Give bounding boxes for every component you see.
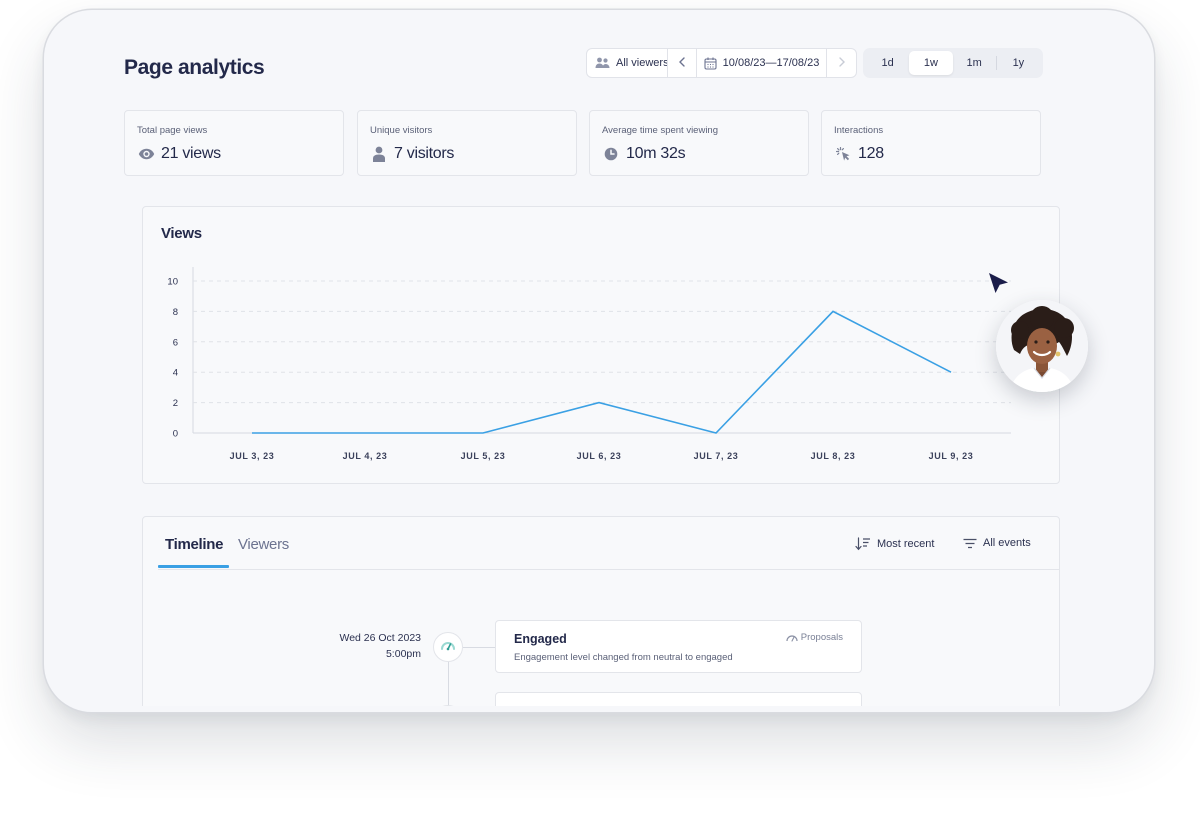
eye-icon: [137, 145, 155, 163]
data-point: [250, 431, 254, 435]
x-tick-label: JUL 9, 23: [929, 451, 974, 461]
y-tick-label: 2: [173, 398, 178, 409]
viewer-filter-label: All viewers: [616, 57, 668, 69]
event-date: Wed 26 Oct 2023 5:00pm: [339, 630, 421, 662]
app-window: Page analytics All viewers 10/08/23—17/0…: [50, 16, 1148, 706]
data-point: [831, 309, 835, 313]
stat-card-avg-time: Average time spent viewing 10m 32s: [589, 110, 809, 176]
data-point: [714, 431, 718, 435]
event-card-next[interactable]: [495, 692, 862, 706]
data-point: [949, 370, 953, 374]
chart-title: Views: [161, 225, 202, 242]
cursor-pointer-icon: [989, 273, 1008, 293]
avatar: [996, 300, 1088, 392]
filter-icon: [963, 538, 977, 549]
people-icon: [595, 57, 610, 69]
range-option-1d[interactable]: 1d: [881, 57, 894, 69]
x-tick-label: JUL 6, 23: [577, 451, 622, 461]
event-node-next: [433, 705, 463, 706]
x-tick-label: JUL 8, 23: [811, 451, 856, 461]
timeline-card: Timeline Viewers Most recent All events …: [142, 516, 1060, 706]
y-tick-label: 0: [173, 429, 178, 440]
event-date-day: Wed 26 Oct 2023: [339, 632, 421, 644]
event-date-time: 5:00pm: [385, 648, 421, 660]
sort-icon: [855, 537, 871, 551]
stat-card-unique-visitors: Unique visitors 7 visitors: [357, 110, 577, 176]
stat-value: 21 views: [161, 145, 221, 162]
data-point: [597, 401, 601, 405]
range-option-1w[interactable]: 1w: [909, 51, 953, 75]
next-range-button[interactable]: [826, 48, 857, 78]
active-tab-indicator: [158, 565, 229, 568]
y-tick-label: 4: [173, 368, 178, 379]
tab-divider: [158, 569, 1059, 570]
views-chart-card: Views 0 2 4 6 8 10 JUL 3, 23 JUL 4, 23 JUL 5, 23…: [142, 206, 1060, 484]
click-icon: [834, 145, 852, 163]
event-filter-dropdown[interactable]: All events: [963, 537, 1031, 549]
calendar-icon: [704, 57, 717, 70]
stat-value: 10m 32s: [626, 145, 686, 162]
y-tick-label: 10: [167, 277, 178, 288]
range-divider: [995, 56, 997, 70]
viewer-filter-dropdown[interactable]: All viewers: [586, 48, 668, 78]
gauge-small-icon: [786, 634, 798, 642]
stat-value: 128: [858, 145, 884, 162]
sort-label: Most recent: [877, 538, 935, 550]
y-tick-label: 8: [173, 307, 178, 318]
y-tick-label: 6: [173, 337, 178, 348]
stat-label: Average time spent viewing: [602, 125, 718, 136]
person-icon: [370, 145, 388, 163]
x-tick-label: JUL 3, 23: [230, 451, 275, 461]
data-point: [363, 431, 367, 435]
stat-card-page-views: Total page views 21 views: [124, 110, 344, 176]
date-range-picker[interactable]: 10/08/23—17/08/23: [696, 48, 827, 78]
event-node: [433, 632, 463, 662]
tab-timeline[interactable]: Timeline: [165, 536, 224, 553]
clock-icon: [602, 145, 620, 163]
stat-label: Unique visitors: [370, 125, 433, 136]
event-connector: [463, 647, 495, 648]
x-tick-label: JUL 4, 23: [343, 451, 388, 461]
event-title: Engaged: [514, 632, 567, 646]
sort-dropdown[interactable]: Most recent: [855, 537, 934, 551]
device-frame: Page analytics All viewers 10/08/23—17/0…: [44, 10, 1154, 712]
views-line-chart: 0 2 4 6 8 10 JUL 3, 23 JUL 4, 23 JUL 5, 23 JUL 6,…: [167, 267, 1011, 461]
date-range-label: 10/08/23—17/08/23: [722, 57, 820, 69]
chevron-right-icon: [838, 56, 846, 70]
time-range-selector: 1d 1w 1m 1y: [863, 48, 1043, 78]
range-option-1m[interactable]: 1m: [966, 57, 982, 69]
gauge-icon: [440, 638, 456, 656]
page-title: Page analytics: [124, 56, 265, 79]
stat-label: Interactions: [834, 125, 884, 136]
stat-label: Total page views: [137, 125, 208, 136]
views-series-line: [252, 310, 952, 434]
chevron-left-icon: [678, 56, 686, 70]
tab-viewers[interactable]: Viewers: [238, 536, 289, 553]
avatar-image: [996, 300, 1088, 392]
x-tick-label: JUL 5, 23: [461, 451, 506, 461]
previous-range-button[interactable]: [667, 48, 697, 78]
event-tag-label: Proposals: [800, 632, 843, 643]
event-tag: Proposals: [786, 632, 843, 643]
x-tick-label: JUL 7, 23: [694, 451, 739, 461]
event-description: Engagement level changed from neutral to…: [514, 652, 733, 663]
timeline-line: [448, 662, 449, 706]
range-option-1y[interactable]: 1y: [1012, 57, 1025, 69]
event-card[interactable]: Engaged Engagement level changed from ne…: [495, 620, 862, 673]
stat-card-interactions: Interactions 128: [821, 110, 1041, 176]
stat-value: 7 visitors: [394, 145, 455, 162]
data-point: [481, 431, 485, 435]
filter-label: All events: [983, 537, 1031, 549]
